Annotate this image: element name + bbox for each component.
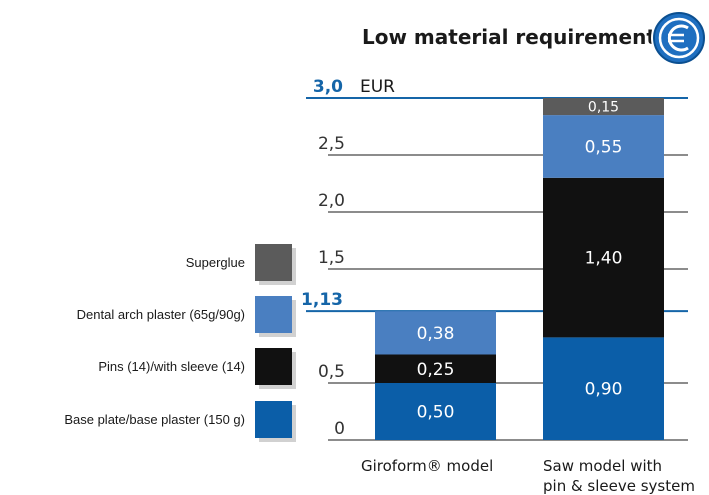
data-label: 1,40 bbox=[585, 249, 623, 269]
y-tick-label: 0,5 bbox=[318, 362, 345, 382]
legend-label: Base plate/base plaster (150 g) bbox=[64, 412, 245, 427]
data-label: 0,90 bbox=[585, 380, 623, 400]
y-tick-label: 1,5 bbox=[318, 248, 345, 268]
bar-segment bbox=[543, 177, 664, 338]
data-label: 0,55 bbox=[585, 137, 623, 157]
bar-segment bbox=[375, 354, 496, 383]
y-tick-label: 0 bbox=[334, 419, 345, 439]
chart-legend: Superglue Dental arch plaster (65g/90g) Pi… bbox=[64, 244, 296, 442]
legend-swatch bbox=[255, 296, 292, 333]
data-label: 0,38 bbox=[417, 324, 455, 344]
legend-swatch bbox=[255, 348, 292, 385]
legend-swatch bbox=[255, 244, 292, 281]
x-category-label: Saw model with pin & sleeve system bbox=[543, 457, 695, 495]
highlight-tick-label: 3,0 bbox=[313, 77, 343, 97]
data-label: 0,15 bbox=[588, 100, 619, 116]
bar-segment bbox=[375, 311, 496, 355]
x-category-label: Giroform® model bbox=[361, 457, 493, 475]
legend-label: Superglue bbox=[186, 255, 245, 270]
euro-coin-icon bbox=[651, 10, 707, 66]
legend-label: Dental arch plaster (65g/90g) bbox=[77, 307, 245, 322]
data-label: 0,50 bbox=[417, 403, 455, 423]
unit-label: EUR bbox=[360, 77, 395, 97]
bar-segment bbox=[543, 337, 664, 440]
data-label: 0,25 bbox=[417, 360, 455, 380]
legend-label: Pins (14)/with sleeve (14) bbox=[98, 359, 245, 374]
chart-title: Low material requirement bbox=[362, 25, 656, 49]
highlight-tick-label: 1,13 bbox=[301, 290, 343, 310]
bar-segment bbox=[543, 98, 664, 116]
legend-swatch bbox=[255, 401, 292, 438]
y-tick-label: 2,5 bbox=[318, 134, 345, 154]
y-tick-label: 2,0 bbox=[318, 191, 345, 211]
bar-segment bbox=[543, 115, 664, 178]
bar-segment bbox=[375, 383, 496, 440]
plot-area: 0 0,5 1,5 2,0 2,5 1,13 3,0 EUR 0,50 0,25 0,38 Girof… bbox=[301, 77, 695, 495]
